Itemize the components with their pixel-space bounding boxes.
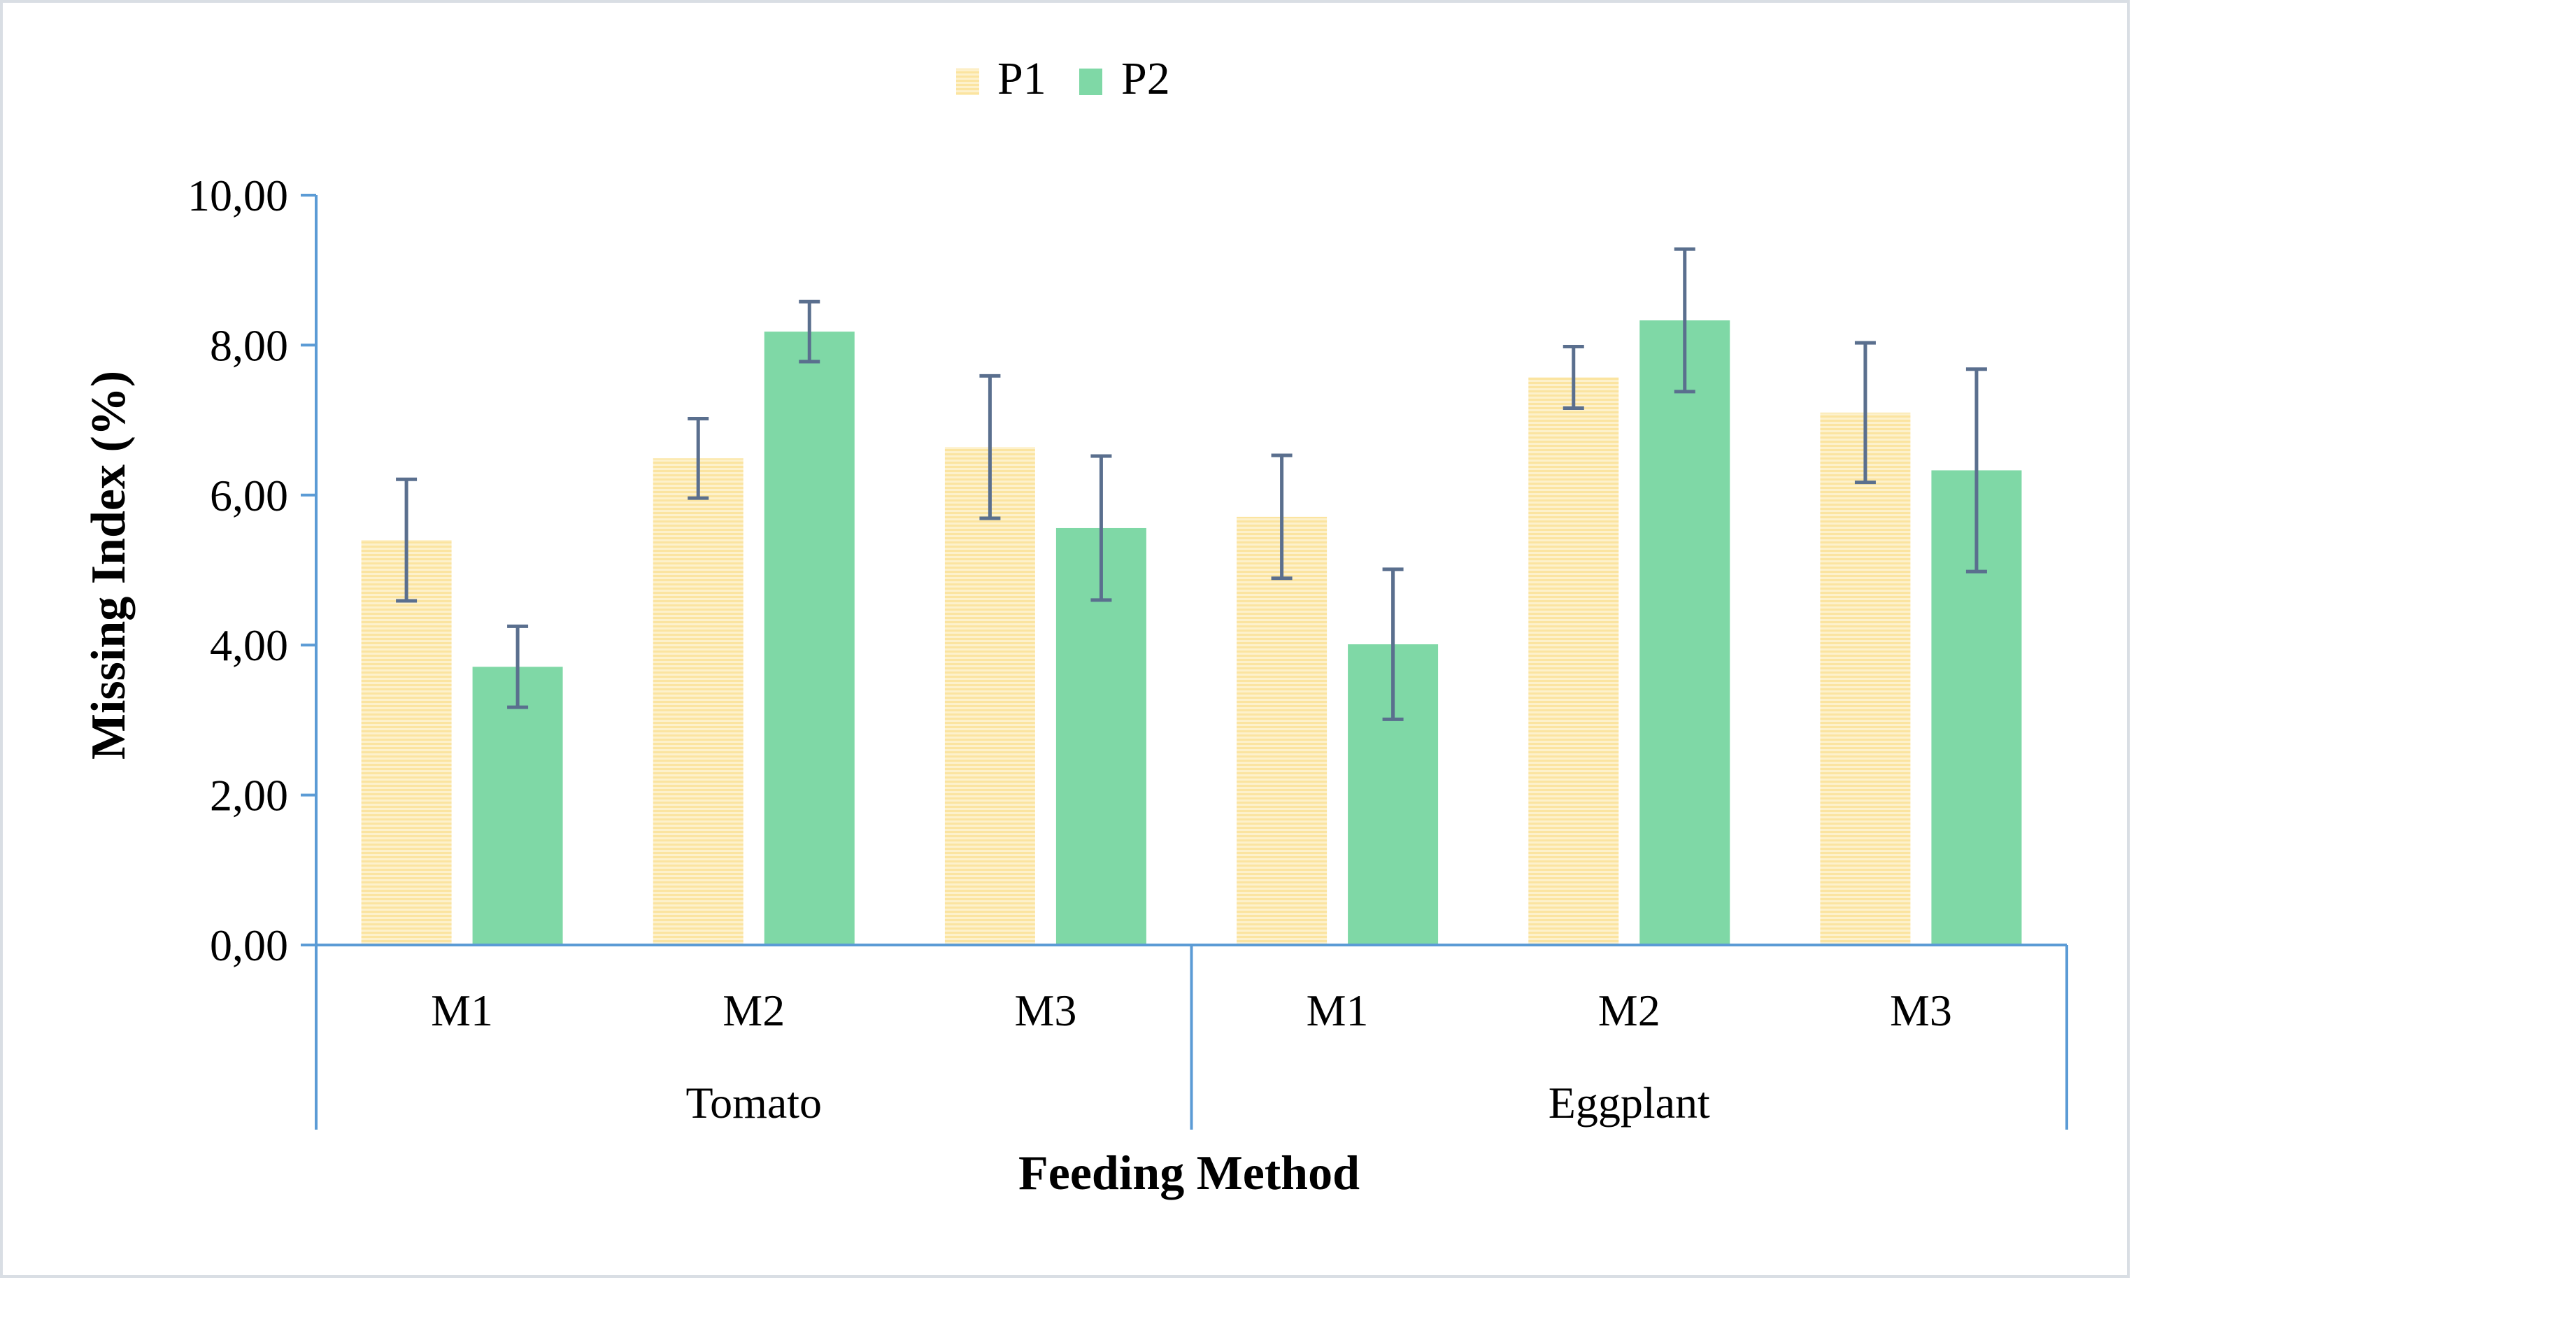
bar-p1 (361, 540, 452, 945)
legend-label-p1: P1 (997, 53, 1046, 104)
x-tick-label: M1 (431, 986, 493, 1035)
x-group-label: Eggplant (1549, 1078, 1710, 1128)
x-tick-label: M2 (723, 986, 785, 1035)
bar-p2 (1639, 320, 1730, 945)
x-group-label: Tomato (685, 1078, 822, 1128)
x-tick-label: M3 (1014, 986, 1076, 1035)
y-tick-label: 6,00 (210, 471, 288, 520)
y-tick-label: 10,00 (187, 171, 288, 220)
y-axis-title: Missing Index (%) (82, 371, 136, 760)
y-tick-label: 2,00 (210, 771, 288, 820)
legend-swatch-p2 (1079, 69, 1102, 95)
bar-p1 (653, 458, 743, 945)
x-tick-label: M1 (1307, 986, 1369, 1035)
x-axis-title: Feeding Method (1018, 1146, 1360, 1200)
bar-p1 (1528, 377, 1619, 945)
y-tick-label: 8,00 (210, 320, 288, 370)
x-tick-label: M2 (1598, 986, 1660, 1035)
bar-p2 (764, 332, 855, 945)
bar-p1 (1237, 516, 1328, 945)
x-tick-label: M3 (1890, 986, 1952, 1035)
legend: P1 P2 (956, 53, 1170, 104)
x-axis: M1 M2 M3 M1 M2 M3 Tomato Eggplant (315, 944, 2068, 1130)
bar-p1 (944, 447, 1035, 945)
y-tick-label: 0,00 (210, 921, 288, 970)
legend-label-p2: P2 (1121, 53, 1170, 104)
legend-swatch-p1 (956, 69, 979, 95)
bar-p1 (1820, 412, 1911, 945)
y-tick-label: 4,00 (210, 620, 288, 670)
y-axis: 0,00 2,00 4,00 6,00 8,00 10,00 (187, 171, 318, 970)
bars (361, 320, 2022, 945)
bar-p2 (472, 667, 563, 945)
error-bars (396, 247, 1987, 721)
